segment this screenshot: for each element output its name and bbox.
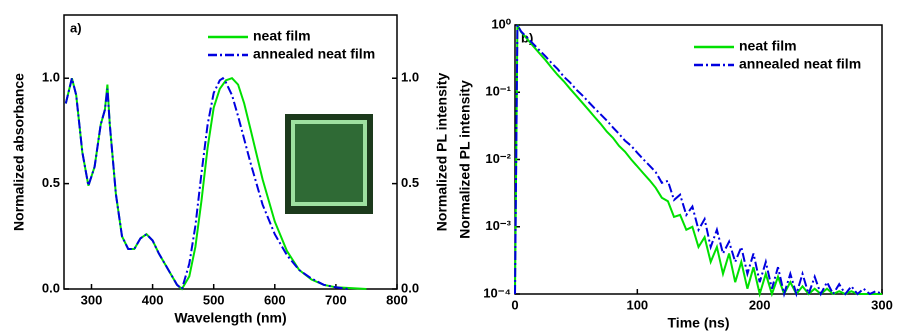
- x-tick-label: 300: [81, 292, 103, 307]
- y-axis-label: Normalized absorbance: [11, 73, 27, 231]
- data-line: [514, 21, 883, 298]
- legend-label: annealed neat film: [253, 46, 375, 62]
- y-tick-label: 10⁻²: [485, 151, 511, 166]
- x-tick-label: 500: [203, 292, 225, 307]
- x-tick-label: 700: [325, 292, 347, 307]
- y-axis-label: Normalized PL intensity: [457, 80, 473, 239]
- x-tick-label: 200: [749, 297, 771, 312]
- legend-label: neat film: [739, 38, 797, 54]
- x-tick-label: 0: [511, 297, 518, 312]
- y-tick-label: 10⁰: [491, 16, 511, 31]
- y-tick-label: 1.0: [42, 70, 60, 85]
- panel-label: a): [70, 20, 82, 35]
- x-tick-label: 400: [142, 292, 164, 307]
- legend-label: neat film: [253, 28, 311, 44]
- x-tick-label: 300: [871, 297, 893, 312]
- legend-label: annealed neat film: [739, 56, 861, 72]
- x-tick-label: 600: [264, 292, 286, 307]
- plot-frame: [63, 14, 398, 290]
- y-tick-label: 10⁻¹: [485, 84, 511, 99]
- inset-film: [291, 120, 367, 206]
- y2-tick-label: 0.5: [401, 175, 419, 190]
- x-tick-label: 800: [386, 292, 408, 307]
- y-tick-label: 10⁻⁴: [483, 285, 511, 300]
- y2-tick-label: 1.0: [401, 70, 419, 85]
- x-axis-label: Wavelength (nm): [174, 310, 286, 326]
- x-axis-label: Time (ns): [668, 315, 730, 331]
- y-tick-label: 10⁻³: [485, 218, 511, 233]
- y2-axis-label: Normalized PL intensity: [434, 73, 450, 232]
- x-tick-label: 100: [626, 297, 648, 312]
- y-tick-label: 0.0: [42, 280, 60, 295]
- y-tick-label: 0.5: [42, 175, 60, 190]
- y2-tick-label: 0.0: [401, 280, 419, 295]
- data-line: [64, 76, 349, 291]
